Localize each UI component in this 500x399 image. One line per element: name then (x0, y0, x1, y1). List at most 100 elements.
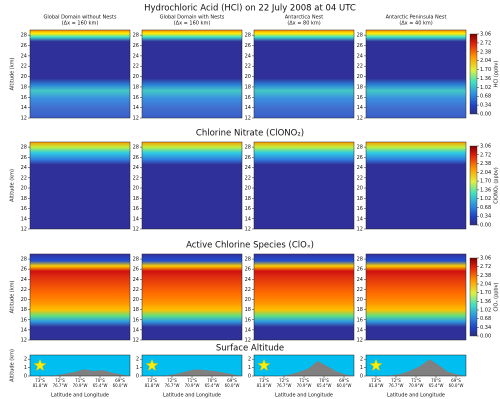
y-tick-label: 14 (245, 327, 251, 333)
y-tick-label: 0 (136, 374, 139, 380)
x-tick-label: 71°S (75, 378, 85, 383)
y-tick-label: 14 (133, 105, 139, 111)
colorbar-tick-label: 3.06 (480, 144, 491, 150)
y-tick-label: 18 (21, 196, 27, 202)
colorbar-tick-label: 1.02 (480, 308, 491, 314)
y-axis-label: Altitude (km) (10, 281, 16, 314)
x-tick-label: 76.7°W (277, 383, 292, 388)
y-tick-label: 14 (245, 216, 251, 222)
y-tick-label: 14 (245, 105, 251, 111)
y-tick-label: 18 (21, 84, 27, 90)
colorbar-tick-label: 2.04 (480, 170, 491, 176)
x-tick-label: 70.9°W (185, 383, 200, 388)
panel-resolution: (Δx = 160 km) (62, 21, 99, 27)
colorbar-tick-label: 1.02 (480, 196, 491, 202)
y-tick-label: 28 (21, 257, 27, 263)
colorbar-tick-label: 0.68 (480, 205, 491, 211)
y-tick-label: 28 (21, 145, 27, 151)
x-tick-label: 70°S (319, 378, 329, 383)
contour-field (142, 142, 242, 229)
y-tick-label: 16 (133, 206, 139, 212)
row-title: Chlorine Nitrate (ClONO₂) (196, 129, 304, 139)
x-tick-label: 70.9°W (297, 383, 312, 388)
y-tick-label: 24 (133, 165, 139, 171)
colorbar (469, 33, 478, 115)
x-tick-label: 70°S (95, 378, 105, 383)
panel-title: Antarctica Nest (285, 15, 323, 21)
terrain-area (366, 359, 466, 376)
x-tick-label: 72°S (391, 378, 401, 383)
x-tick-label: 76.7°W (389, 383, 404, 388)
y-tick-label: 28 (133, 145, 139, 151)
colorbar-tick-label: 1.36 (480, 299, 491, 305)
y-tick-label: 20 (357, 186, 363, 192)
y-tick-label: 24 (21, 53, 27, 59)
x-tick-label: 69°S (451, 378, 461, 383)
y-tick-label: 22 (133, 64, 139, 70)
y-tick-label: 22 (21, 175, 27, 181)
row-title: Hydrochloric Acid (HCl) on 22 July 2008 … (144, 4, 356, 14)
x-tick-label: 65.4°W (317, 383, 332, 388)
y-tick-label: 26 (21, 155, 27, 161)
y-tick-label: 16 (245, 206, 251, 212)
colorbar-tick-label: 1.36 (480, 76, 491, 82)
panel-title: Global Domain with Nests (160, 15, 225, 21)
panel-frame (365, 29, 467, 119)
y-tick-label: 28 (245, 145, 251, 151)
y-tick-label: 28 (245, 33, 251, 39)
colorbar-tick-label: 2.72 (480, 40, 491, 46)
y-tick-label: 20 (357, 297, 363, 303)
colorbar-tick-label: 2.38 (480, 161, 491, 167)
y-tick-label: 22 (133, 175, 139, 181)
colorbar-tick-label: 1.02 (480, 85, 491, 91)
y-tick-label: 26 (21, 43, 27, 49)
panel-frame (141, 29, 243, 119)
contour-field (30, 142, 130, 229)
y-tick-label: 16 (357, 206, 363, 212)
panel-frame (253, 253, 355, 341)
y-tick-label: 12 (357, 227, 363, 233)
contour-field (142, 30, 242, 118)
y-axis-label: Altitude (km) (10, 349, 16, 382)
y-tick-label: 1 (24, 365, 27, 371)
y-tick-label: 16 (21, 95, 27, 101)
panel-frame (29, 253, 131, 341)
sky-background (142, 355, 242, 376)
star-marker (257, 358, 271, 372)
contour-field (254, 142, 354, 229)
panel-title: Global Domain without Nests (44, 15, 117, 21)
x-tick-label: 72°S (279, 378, 289, 383)
terrain-area (30, 369, 130, 376)
y-tick-label: 18 (357, 196, 363, 202)
y-tick-label: 16 (133, 95, 139, 101)
colorbar-tick-label: 2.72 (480, 152, 491, 158)
colorbar-label: HCl (ppbv) (494, 61, 500, 88)
x-tick-label: 69°S (115, 378, 125, 383)
x-tick-label: 71°S (411, 378, 421, 383)
y-tick-label: 20 (133, 186, 139, 192)
colorbar-tick-label: 0.34 (480, 214, 491, 220)
panel-frame (253, 141, 355, 230)
y-tick-label: 14 (357, 105, 363, 111)
y-tick-label: 16 (357, 95, 363, 101)
colorbar-tick-label: 1.36 (480, 187, 491, 193)
y-tick-label: 22 (21, 64, 27, 70)
x-tick-label: 70.9°W (409, 383, 424, 388)
panel-resolution: (Δx = 80 km) (287, 21, 320, 27)
colorbar-tick-label: 2.04 (480, 282, 491, 288)
x-axis-label: Latitude and Longitude (51, 393, 109, 399)
colorbar-tick-label: 0.34 (480, 103, 491, 109)
x-tick-label: 65.4°W (205, 383, 220, 388)
row-title: Surface Altitude (216, 344, 284, 354)
y-tick-label: 12 (245, 116, 251, 122)
x-tick-label: 73°S (259, 378, 269, 383)
y-tick-label: 2 (248, 357, 251, 363)
x-tick-label: 81.8°W (33, 383, 48, 388)
y-tick-label: 28 (133, 33, 139, 39)
x-tick-label: 60.0°W (225, 383, 240, 388)
y-tick-label: 1 (360, 365, 363, 371)
x-tick-label: 76.7°W (165, 383, 180, 388)
contour-field (366, 254, 466, 340)
x-tick-label: 70.9°W (73, 383, 88, 388)
